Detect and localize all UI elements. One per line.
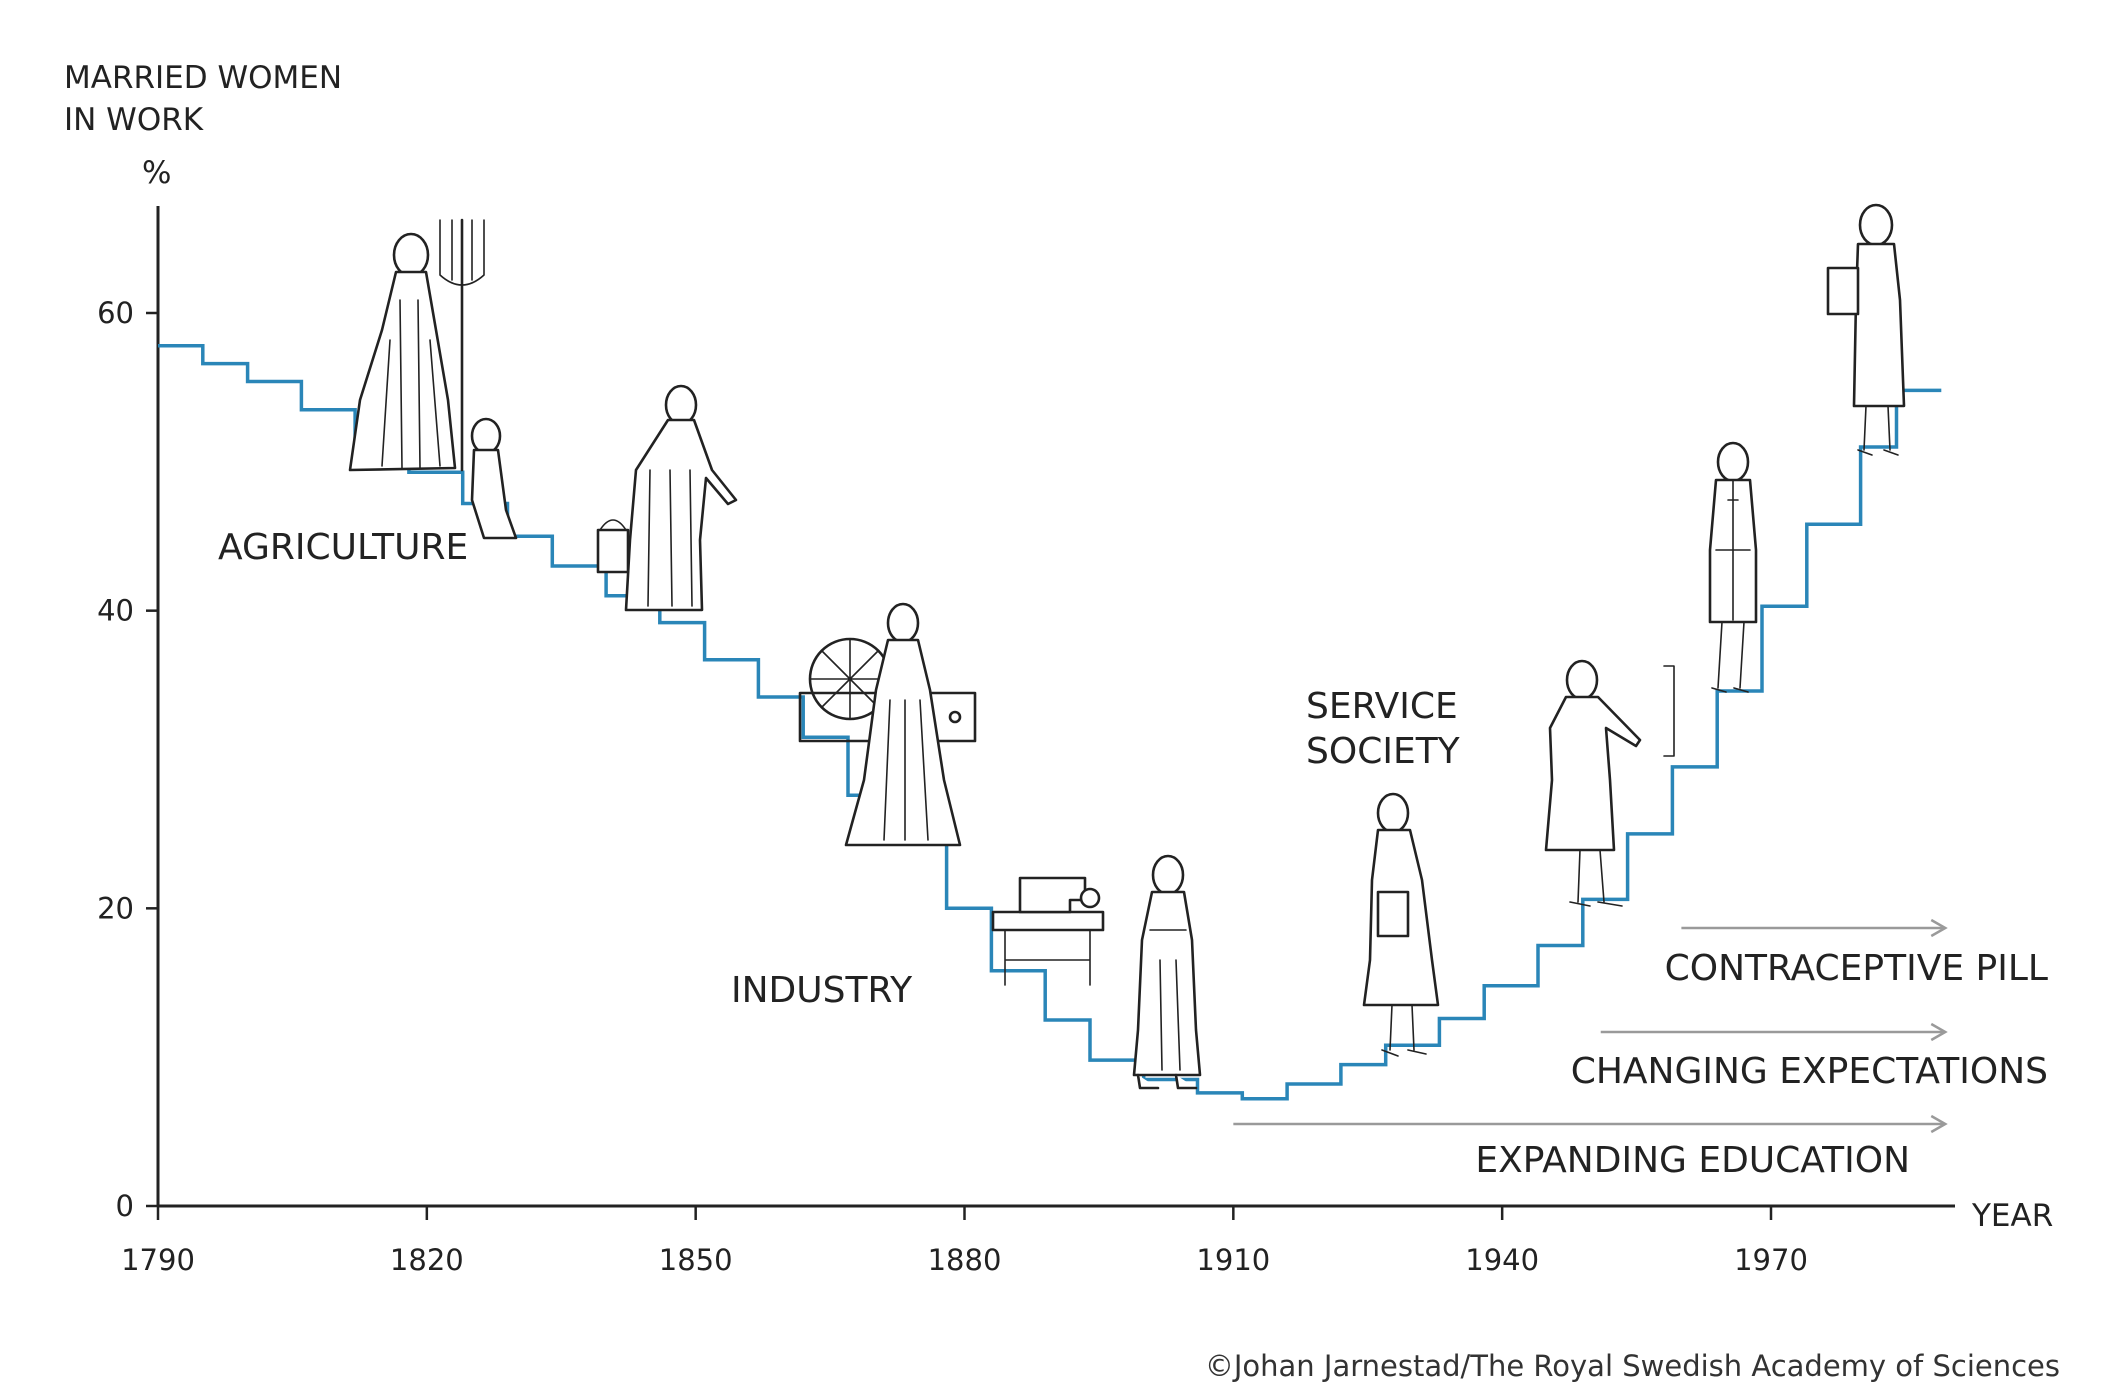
- woman-with-shawl-illustration: [1132, 854, 1202, 1090]
- textile-worker-with-wheel-illustration: [798, 602, 977, 847]
- arrow-head: [1930, 918, 1948, 938]
- arrow-label: CHANGING EXPECTATIONS: [1571, 1051, 2048, 1092]
- businesswoman-in-suit-illustration: [1708, 441, 1758, 693]
- arrow-head: [1930, 1022, 1948, 1042]
- woman-with-bucket-illustration: [596, 384, 738, 612]
- x-tick-label: 1820: [390, 1243, 464, 1277]
- driver-arrows: CONTRACEPTIVE PILL CHANGING EXPECTATIONS E…: [1233, 918, 2048, 1181]
- y-ticks: 0 20 40 60: [97, 296, 158, 1223]
- y-axis-unit: %: [142, 155, 171, 191]
- x-axis-title: YEAR: [1971, 1198, 2053, 1234]
- annotation-industry: INDUSTRY: [731, 970, 913, 1011]
- annotation-agriculture: AGRICULTURE: [218, 527, 468, 568]
- y-tick-label: 60: [97, 296, 134, 330]
- sewing-machine-illustration: [991, 876, 1105, 986]
- y-tick-label: 40: [97, 594, 134, 628]
- image-credit: ©Johan Jarnestad/The Royal Swedish Acade…: [1205, 1349, 2060, 1383]
- x-tick-label: 1940: [1465, 1243, 1539, 1277]
- arrow-label: EXPANDING EDUCATION: [1475, 1140, 1910, 1181]
- x-tick-label: 1790: [121, 1243, 195, 1277]
- arrow-head: [1930, 1114, 1948, 1134]
- x-tick-label: 1910: [1196, 1243, 1270, 1277]
- x-ticks: 1790 1820 1850 1880 1910 1940 1970: [121, 1206, 1808, 1277]
- annotation-service-line1: SERVICE: [1306, 686, 1458, 727]
- teacher-woman-illustration: [1544, 659, 1675, 907]
- y-tick-label: 0: [116, 1189, 134, 1223]
- arrow-label: CONTRACEPTIVE PILL: [1665, 948, 2048, 989]
- x-tick-label: 1850: [659, 1243, 733, 1277]
- x-tick-label: 1880: [928, 1243, 1002, 1277]
- agricultural-woman-with-pitchfork-illustration: [348, 218, 518, 540]
- woman-with-handbag-illustration: [1826, 203, 1906, 456]
- series-step-line: [158, 343, 1942, 1101]
- office-woman-with-folder-illustration: [1362, 792, 1440, 1057]
- x-tick-label: 1970: [1734, 1243, 1808, 1277]
- y-tick-label: 20: [97, 891, 134, 925]
- y-axis-title-line1: MARRIED WOMEN: [64, 60, 342, 96]
- annotation-service-line2: SOCIETY: [1306, 731, 1461, 772]
- y-axis-title-line2: IN WORK: [64, 102, 204, 138]
